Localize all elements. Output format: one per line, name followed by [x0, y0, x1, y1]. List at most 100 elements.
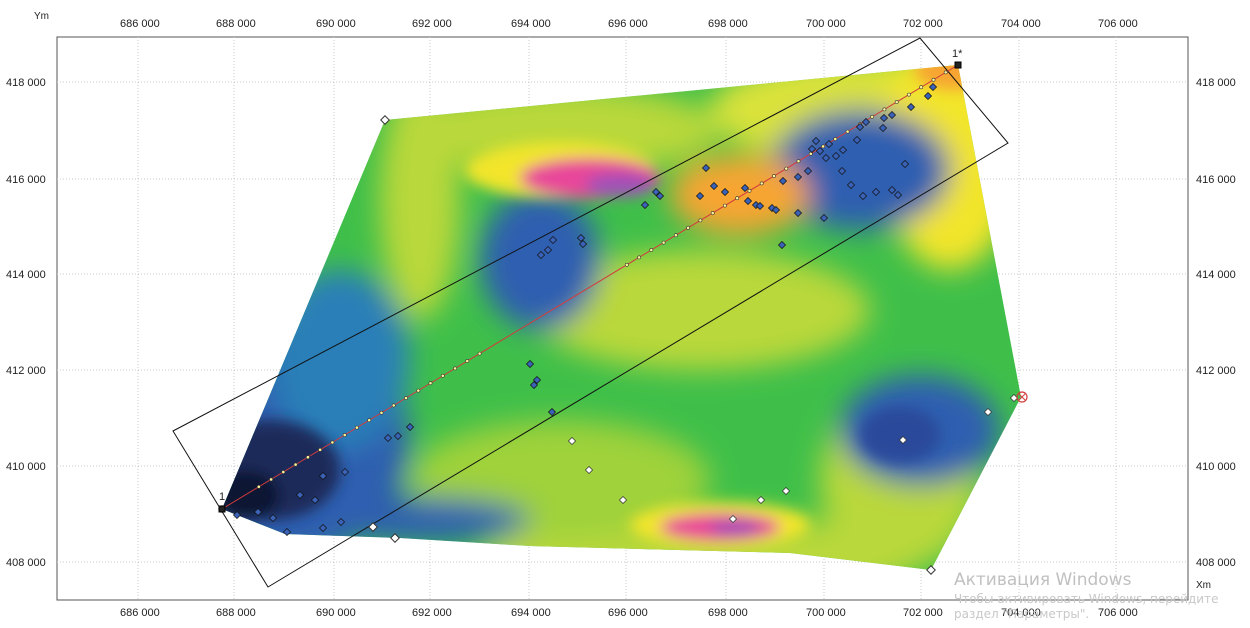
x-tick-top: 690 000	[316, 18, 356, 30]
observation-point	[821, 153, 831, 163]
profile-point	[870, 114, 875, 119]
x-tick-bottom: 702 000	[903, 607, 943, 619]
observation-point	[383, 433, 393, 443]
profile-point	[674, 233, 678, 238]
profile-point	[342, 433, 347, 437]
observation-point	[887, 185, 897, 195]
observation-point-white	[567, 436, 577, 446]
profile-point	[379, 410, 384, 415]
observation-point	[310, 495, 320, 505]
profile-point	[404, 396, 408, 400]
observation-point	[532, 375, 542, 385]
profile-point	[465, 359, 470, 363]
observation-point	[878, 123, 888, 133]
observation-point	[900, 159, 910, 169]
profile-point	[931, 77, 936, 82]
profile-start-marker[interactable]: 1	[218, 491, 226, 513]
observation-point-white	[584, 465, 594, 475]
x-axis-title: Xm	[1196, 580, 1211, 591]
profile-point	[735, 196, 740, 201]
profile-point	[293, 462, 298, 467]
x-tick-top: 696 000	[608, 18, 648, 30]
y-tick-left: 414 000	[6, 269, 46, 281]
observation-point	[906, 102, 916, 112]
y-tick-right: 408 000	[1196, 557, 1236, 569]
x-ticks-bottom: 686 000 688 000 690 000 692 000 694 000 …	[120, 607, 1138, 619]
observation-point	[743, 196, 753, 206]
y-tick-right: 416 000	[1196, 174, 1236, 186]
observation-point	[548, 235, 558, 245]
profile-point	[269, 477, 274, 482]
observation-point-white	[1009, 393, 1019, 403]
observation-point	[815, 146, 825, 156]
x-tick-top: 700 000	[806, 18, 846, 30]
y-tick-right: 412 000	[1196, 365, 1236, 377]
x-tick-bottom: 698 000	[708, 607, 748, 619]
observation-point	[846, 180, 856, 190]
observation-point	[651, 187, 661, 197]
windows-activation-subtitle: Чтобы активировать Windows, перейдите ра…	[954, 592, 1219, 621]
profile-point	[318, 447, 323, 452]
y-tick-left: 412 000	[6, 365, 46, 377]
y-tick-left: 408 000	[6, 557, 46, 569]
observation-point-white	[898, 435, 908, 445]
observation-point	[578, 239, 588, 249]
x-tick-bottom: 692 000	[412, 607, 452, 619]
profile-end-label: 1*	[952, 48, 963, 60]
observation-point-white	[728, 514, 738, 524]
profile-point	[821, 144, 826, 149]
x-tick-top: 686 000	[120, 18, 160, 30]
hull-vertices	[368, 115, 936, 575]
x-tick-top: 692 000	[412, 18, 452, 30]
x-tick-bottom: 694 000	[511, 607, 551, 619]
observation-point	[253, 507, 263, 517]
observation-point	[923, 91, 933, 101]
profile-point	[907, 92, 911, 97]
y-tick-left: 410 000	[6, 461, 46, 473]
observation-point	[405, 422, 415, 432]
profile-point	[416, 388, 421, 393]
profile-point	[391, 403, 396, 408]
profile-corridor[interactable]	[172, 37, 1009, 588]
profile-point	[772, 174, 776, 178]
observation-point	[720, 187, 730, 197]
profile-start-label: 1	[219, 491, 225, 503]
observation-point	[295, 490, 305, 500]
observation-point	[819, 213, 829, 223]
profile-point	[943, 70, 948, 75]
observation-point	[778, 176, 788, 186]
profile-point	[624, 262, 629, 267]
x-tick-top: 698 000	[708, 18, 748, 30]
profile-point	[686, 225, 691, 230]
observation-point	[928, 82, 938, 92]
observation-point	[529, 380, 539, 390]
profile-point	[256, 484, 261, 489]
observation-point	[831, 151, 841, 161]
observation-point	[655, 191, 665, 201]
profile-point	[453, 366, 458, 371]
x-tick-bottom: 686 000	[120, 607, 160, 619]
x-tick-top: 706 000	[1098, 18, 1138, 30]
observation-point	[855, 122, 865, 132]
observation-point	[755, 201, 765, 211]
y-tick-right: 418 000	[1196, 77, 1236, 89]
profile-point	[367, 418, 372, 423]
observation-point	[576, 233, 586, 243]
observation-point	[893, 190, 903, 200]
observation-point	[701, 163, 711, 173]
profile-point	[477, 351, 482, 356]
observation-point-white	[781, 486, 791, 496]
observation-point-white	[756, 495, 766, 505]
y-tick-right: 414 000	[1196, 269, 1236, 281]
profile-end-marker[interactable]: 1*	[952, 48, 963, 69]
profile-point	[894, 100, 899, 104]
observation-point	[871, 187, 881, 197]
windows-activation-title: Активация Windows	[954, 570, 1132, 590]
observation-point	[887, 110, 897, 120]
observation-point	[318, 471, 328, 481]
observation-point	[282, 527, 292, 537]
profile-point	[698, 218, 703, 223]
observation-point	[543, 245, 553, 255]
target-marker[interactable]	[1016, 391, 1028, 403]
